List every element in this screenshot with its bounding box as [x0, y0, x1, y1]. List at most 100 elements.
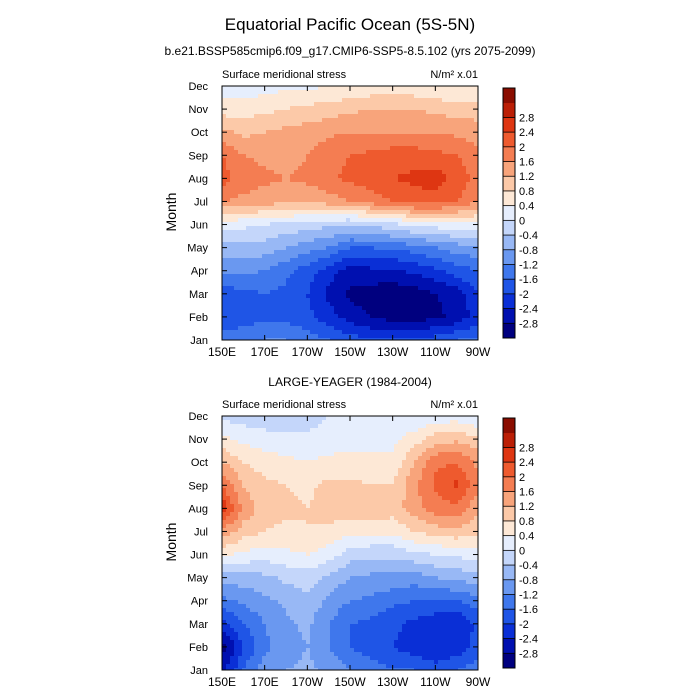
heatmap-cell — [414, 198, 419, 203]
heatmap-cell — [322, 94, 327, 99]
heatmap-cell — [358, 86, 363, 91]
heatmap-cell — [314, 134, 319, 139]
heatmap-cell — [470, 130, 475, 135]
heatmap-cell — [298, 326, 303, 331]
heatmap-cell — [422, 198, 427, 203]
heatmap-cell — [298, 94, 303, 99]
heatmap-cell — [362, 330, 367, 335]
heatmap-cell — [270, 154, 275, 159]
heatmap-cell — [342, 270, 347, 275]
heatmap-cell — [378, 432, 383, 437]
heatmap-cell — [442, 306, 447, 311]
heatmap-cell — [258, 436, 263, 441]
heatmap-cell — [266, 122, 271, 127]
heatmap-cell — [430, 330, 435, 335]
heatmap-cell — [278, 234, 283, 239]
heatmap-cell — [350, 326, 355, 331]
heatmap-cell — [390, 314, 395, 319]
heatmap-cell — [358, 166, 363, 171]
heatmap-cell — [458, 428, 463, 433]
heatmap-cell — [330, 456, 335, 461]
heatmap-cell — [302, 210, 307, 215]
heatmap-cell — [446, 154, 451, 159]
heatmap-cell — [346, 238, 351, 243]
heatmap-cell — [386, 94, 391, 99]
heatmap-cell — [366, 456, 371, 461]
heatmap-cell — [370, 130, 375, 135]
heatmap-cell — [362, 230, 367, 235]
heatmap-cell — [338, 254, 343, 259]
heatmap-cell — [382, 270, 387, 275]
heatmap-cell — [446, 338, 451, 341]
heatmap-cell — [266, 102, 271, 107]
heatmap-cell — [394, 242, 399, 247]
heatmap-cell — [342, 306, 347, 311]
heatmap-cell — [310, 278, 315, 283]
colorbar-swatch — [503, 161, 515, 177]
heatmap-cell — [270, 290, 275, 295]
heatmap-cell — [414, 266, 419, 271]
heatmap-cell — [270, 198, 275, 203]
heatmap-cell — [302, 94, 307, 99]
heatmap-cell — [282, 138, 287, 143]
heatmap-cell — [370, 214, 375, 219]
heatmap-cell — [258, 322, 263, 327]
heatmap-cell — [346, 146, 351, 151]
heatmap-cell — [258, 420, 263, 425]
heatmap-cell — [406, 94, 411, 99]
heatmap-cell — [386, 334, 391, 339]
heatmap-cell — [434, 218, 439, 223]
heatmap-cell — [338, 282, 343, 287]
heatmap-cell — [390, 294, 395, 299]
heatmap-cell — [310, 202, 315, 207]
heatmap-cell — [406, 142, 411, 147]
heatmap-cell — [350, 310, 355, 315]
heatmap-cell — [234, 90, 239, 95]
heatmap-cell — [442, 294, 447, 299]
heatmap-cell — [422, 130, 427, 135]
heatmap-cell — [350, 146, 355, 151]
heatmap-cell — [458, 142, 463, 147]
heatmap-cell — [346, 424, 351, 429]
heatmap-cell — [238, 110, 243, 115]
heatmap-cell — [422, 126, 427, 131]
heatmap-cell — [246, 98, 251, 103]
heatmap-cell — [414, 242, 419, 247]
heatmap-cell — [458, 302, 463, 307]
heatmap-cell — [266, 424, 271, 429]
heatmap-cell — [294, 102, 299, 107]
heatmap-cell — [442, 282, 447, 287]
heatmap-cell — [374, 194, 379, 199]
heatmap-cell — [406, 138, 411, 143]
heatmap-cell — [258, 250, 263, 255]
heatmap-cell — [402, 242, 407, 247]
heatmap-cell — [354, 306, 359, 311]
heatmap-cell — [378, 114, 383, 119]
heatmap-cell — [266, 94, 271, 99]
heatmap-cell — [462, 254, 467, 259]
heatmap-cell — [226, 318, 231, 323]
colorbar-swatch — [503, 102, 515, 118]
heatmap-cell — [386, 246, 391, 251]
heatmap-cell — [222, 214, 227, 219]
heatmap-cell — [302, 432, 307, 437]
heatmap-cell — [374, 338, 379, 341]
heatmap-cell — [382, 416, 387, 421]
heatmap-cell — [374, 102, 379, 107]
heatmap-cell — [318, 424, 323, 429]
heatmap-cell — [434, 322, 439, 327]
heatmap-cell — [322, 110, 327, 115]
heatmap-cell — [306, 318, 311, 323]
heatmap-cell — [330, 298, 335, 303]
heatmap-cell — [222, 114, 227, 119]
heatmap-cell — [254, 134, 259, 139]
heatmap-cell — [222, 118, 227, 123]
heatmap-cell — [434, 294, 439, 299]
heatmap-cell — [278, 326, 283, 331]
heatmap-cell — [318, 114, 323, 119]
heatmap-cell — [394, 226, 399, 231]
heatmap-cell — [394, 94, 399, 99]
heatmap-cell — [282, 146, 287, 151]
heatmap-cell — [298, 314, 303, 319]
heatmap-cell — [418, 334, 423, 339]
